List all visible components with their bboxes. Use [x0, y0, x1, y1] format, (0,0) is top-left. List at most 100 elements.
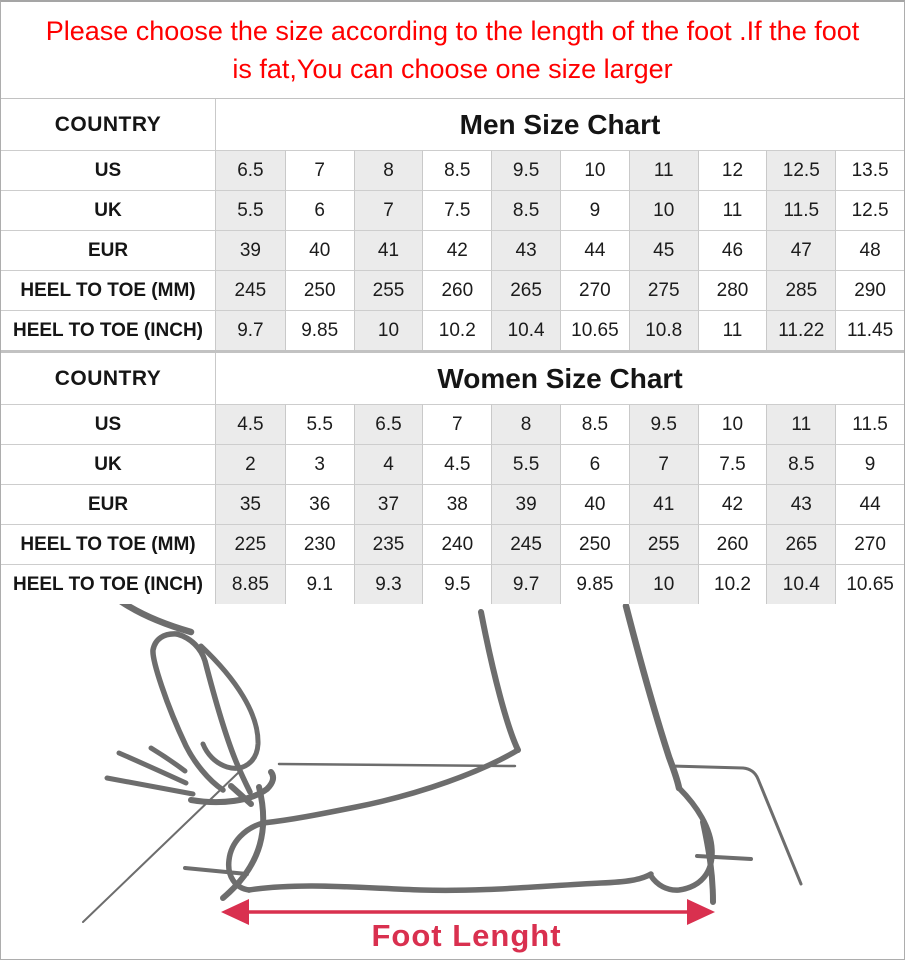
size-cell: 285 [766, 270, 836, 310]
size-cell: 10 [628, 190, 698, 230]
size-cell: 270 [835, 524, 904, 564]
size-cell: 250 [560, 524, 629, 564]
row-label: EUR [1, 484, 216, 524]
paper-lines-sketch [82, 762, 803, 923]
size-cell: 9.7 [216, 310, 285, 350]
size-cell: 48 [835, 230, 904, 270]
size-cell: 41 [628, 484, 698, 524]
size-cell: 44 [835, 484, 904, 524]
row-label: US [1, 404, 216, 444]
size-cell: 275 [628, 270, 698, 310]
size-cell: 39 [216, 230, 285, 270]
size-cell: 8.5 [422, 150, 492, 190]
size-cell: 8.5 [491, 190, 560, 230]
size-cell: 7 [422, 404, 492, 444]
size-cell: 9.5 [491, 150, 560, 190]
size-cell: 9.3 [353, 564, 423, 604]
size-cell: 265 [491, 270, 560, 310]
row-label: US [1, 150, 216, 190]
size-cell: 10 [560, 150, 629, 190]
size-cell: 37 [353, 484, 423, 524]
size-cell: 11.45 [835, 310, 904, 350]
size-cell: 10.65 [835, 564, 904, 604]
size-cell: 13.5 [835, 150, 904, 190]
size-cell: 42 [697, 484, 767, 524]
size-cell: 225 [216, 524, 285, 564]
size-cell: 5.5 [491, 444, 560, 484]
size-notice-line1: Please choose the size according to the … [45, 16, 860, 46]
size-cell: 10 [628, 564, 698, 604]
size-cell: 10.2 [422, 310, 492, 350]
women-country-header: COUNTRY [1, 353, 216, 404]
size-cell: 38 [422, 484, 492, 524]
size-cell: 11.22 [766, 310, 836, 350]
row-label: HEEL TO TOE (INCH) [1, 564, 216, 604]
measure-arrow [221, 899, 715, 925]
size-cell: 10.4 [491, 310, 560, 350]
size-cell: 47 [766, 230, 836, 270]
women-table-title: Women Size Chart [437, 363, 683, 394]
size-cell: 260 [422, 270, 492, 310]
size-cell: 8 [353, 150, 423, 190]
row-label: HEEL TO TOE (INCH) [1, 310, 216, 350]
size-cell: 46 [697, 230, 767, 270]
size-cell: 255 [628, 524, 698, 564]
size-cell: 43 [491, 230, 560, 270]
size-cell: 7.5 [422, 190, 492, 230]
size-cell: 270 [560, 270, 629, 310]
size-cell: 250 [284, 270, 354, 310]
size-cell: 9.7 [491, 564, 560, 604]
size-cell: 36 [284, 484, 354, 524]
size-cell: 10.2 [697, 564, 767, 604]
row-label: UK [1, 190, 216, 230]
size-cell: 240 [422, 524, 492, 564]
size-cell: 6.5 [353, 404, 423, 444]
size-cell: 9 [835, 444, 904, 484]
row-label: EUR [1, 230, 216, 270]
size-cell: 11 [766, 404, 836, 444]
size-cell: 12.5 [766, 150, 836, 190]
size-cell: 41 [353, 230, 423, 270]
size-cell: 11 [628, 150, 698, 190]
size-cell: 10.65 [560, 310, 629, 350]
size-cell: 6 [284, 190, 354, 230]
men-country-header: COUNTRY [1, 99, 216, 150]
size-cell: 42 [422, 230, 492, 270]
size-cell: 11 [697, 310, 767, 350]
size-cell: 7 [284, 150, 354, 190]
size-cell: 8.5 [766, 444, 836, 484]
size-cell: 280 [697, 270, 767, 310]
size-cell: 12 [697, 150, 767, 190]
row-label: UK [1, 444, 216, 484]
row-label: HEEL TO TOE (MM) [1, 270, 216, 310]
size-cell: 43 [766, 484, 836, 524]
size-notice: Please choose the size according to the … [1, 2, 904, 99]
size-cell: 8.5 [560, 404, 629, 444]
men-table-title: Men Size Chart [459, 109, 661, 140]
size-cell: 10.4 [766, 564, 836, 604]
size-cell: 2 [216, 444, 285, 484]
size-cell: 9 [560, 190, 629, 230]
size-cell: 4.5 [422, 444, 492, 484]
foot-sketch-svg [82, 604, 803, 925]
size-cell: 11 [697, 190, 767, 230]
size-cell: 9.85 [284, 310, 354, 350]
size-cell: 6.5 [216, 150, 285, 190]
size-cell: 10 [353, 310, 423, 350]
size-cell: 6 [560, 444, 629, 484]
size-cell: 40 [560, 484, 629, 524]
men-size-table: COUNTRY Men Size Chart US 6.5 7 8 8.5 9.5 10 11… [1, 99, 904, 351]
size-cell: 9.5 [422, 564, 492, 604]
size-cell: 9.85 [560, 564, 629, 604]
women-size-table: COUNTRY Women Size Chart US 4.5 5.5 6.5 7 8 8.… [1, 351, 904, 604]
size-cell: 10 [697, 404, 767, 444]
size-cell: 45 [628, 230, 698, 270]
size-notice-line2: is fat,You can choose one size larger [232, 54, 673, 84]
size-cell: 10.8 [628, 310, 698, 350]
size-cell: 44 [560, 230, 629, 270]
size-cell: 9.5 [628, 404, 698, 444]
size-cell: 5.5 [284, 404, 354, 444]
foot-length-label: Foot Lenght [371, 918, 562, 953]
row-label: HEEL TO TOE (MM) [1, 524, 216, 564]
